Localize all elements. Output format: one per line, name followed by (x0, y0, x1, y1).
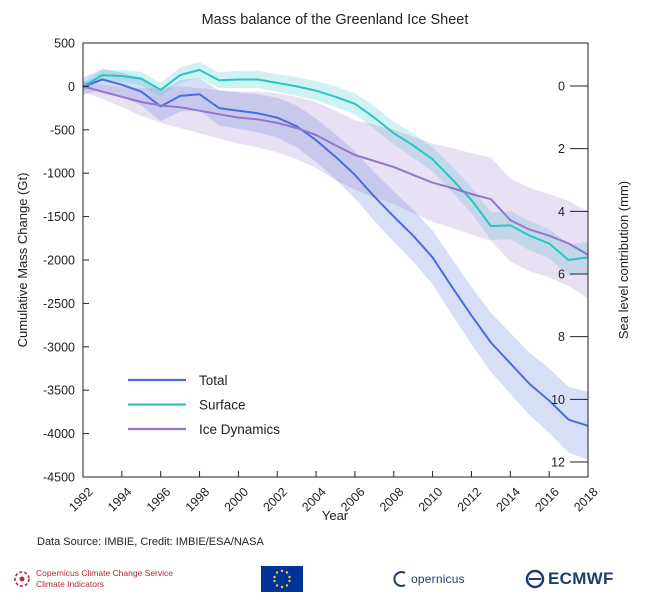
x-tick-label: 2010 (416, 485, 446, 515)
legend-label-1: Surface (199, 398, 246, 413)
y-tick-label: -4000 (43, 427, 75, 441)
y-tick-label: -500 (50, 123, 75, 137)
series-lines (82, 68, 589, 427)
ecmwf-mark-icon (525, 569, 545, 589)
y2-tick-label: 12 (551, 456, 565, 470)
legend-label-2: Ice Dynamics (199, 422, 280, 437)
y2-tick-label: 2 (558, 142, 565, 156)
y-tick-label: -3000 (43, 340, 75, 354)
chart-title: Mass balance of the Greenland Ice Sheet (202, 12, 469, 28)
c3s-mark-icon (14, 571, 30, 587)
y2-tick-label: 6 (558, 268, 565, 282)
x-tick-label: 2008 (377, 485, 407, 515)
y2-axis: 0 2 4 6 8 10 12 (551, 80, 588, 470)
x-tick-label: 2014 (493, 485, 523, 515)
x-tick-label: 1992 (66, 485, 96, 515)
c3s-line1: Copernicus Climate Change Service (36, 568, 174, 578)
y-tick-label: -1500 (43, 210, 75, 224)
x-tick-label: 2000 (222, 485, 252, 515)
copernicus-c-icon (393, 571, 406, 587)
x-tick-label: 1996 (144, 485, 174, 515)
y2-tick-label: 4 (558, 205, 565, 219)
band-1 (83, 62, 588, 276)
y-tick-label: -4500 (43, 471, 75, 485)
x-axis-label: Year (322, 508, 349, 523)
band-0 (83, 69, 588, 460)
y-tick-label: -1000 (43, 167, 75, 181)
y2-tick-label: 10 (551, 393, 565, 407)
c3s-logo: Copernicus Climate Change Service Climat… (12, 562, 173, 596)
y-axis-label: Cumulative Mass Change (Gt) (15, 173, 30, 348)
c3s-line2: Climate Indicators (36, 579, 105, 589)
x-tick-label: 1998 (183, 485, 213, 515)
chart: Mass balance of the Greenland Ice Sheet … (15, 12, 631, 523)
y-tick-label: -3500 (43, 384, 75, 398)
x-tick-label: 2012 (455, 485, 485, 515)
y2-axis-label: Sea level contribution (mm) (616, 181, 631, 339)
series-line-1 (82, 68, 589, 261)
x-tick-label: 2002 (260, 485, 290, 515)
x-tick-label: 2018 (571, 485, 601, 515)
y2-tick-label: 8 (558, 330, 565, 344)
legend-label-0: Total (199, 373, 228, 388)
x-tick-label: 2016 (532, 485, 562, 515)
eu-flag-icon (261, 566, 303, 592)
copernicus-wordmark: opernicus (411, 572, 465, 586)
y-tick-label: -2500 (43, 297, 75, 311)
y-tick-label: 500 (54, 37, 75, 51)
y2-tick-label: 0 (558, 80, 565, 94)
eu-flag-logo (261, 562, 307, 596)
uncertainty-bands (83, 62, 588, 460)
copernicus-logo: opernicus (392, 562, 465, 596)
series-line-2 (82, 85, 589, 256)
data-source-note: Data Source: IMBIE, Credit: IMBIE/ESA/NA… (37, 536, 264, 548)
ecmwf-logo: ECMWF (525, 562, 614, 596)
ecmwf-wordmark: ECMWF (548, 569, 614, 588)
y-tick-label: 0 (68, 80, 75, 94)
band-2 (83, 81, 588, 299)
legend: Total Surface Ice Dynamics (128, 373, 280, 437)
series-line-0 (82, 78, 589, 427)
y-axis: 500 0 -500 -1000 -1500 -2000 -2500 -3000 -3500 -4… (43, 37, 89, 485)
x-tick-label: 1994 (105, 485, 135, 515)
y-tick-label: -2000 (43, 254, 75, 268)
